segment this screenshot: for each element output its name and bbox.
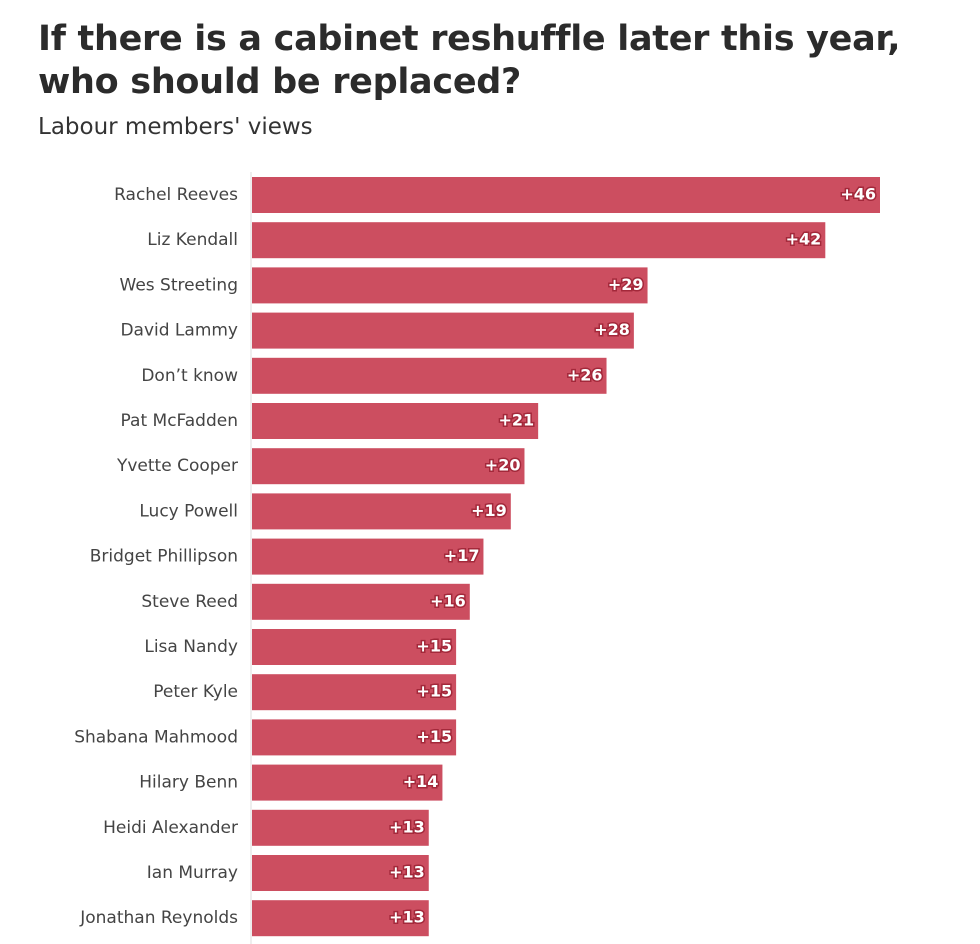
chart-subtitle: Labour members' views (38, 114, 313, 140)
value-label: +20 (485, 456, 521, 475)
bar (252, 809, 429, 846)
bar (252, 855, 429, 891)
bar (252, 493, 511, 530)
category-label: Wes Streeting (120, 275, 238, 295)
category-label: Jonathan Reynolds (79, 908, 238, 928)
bar (252, 538, 484, 575)
category-label: Yvette Cooper (116, 456, 238, 476)
value-label: +13 (389, 817, 425, 836)
bar (252, 448, 525, 485)
category-label: Lucy Powell (139, 501, 238, 521)
category-label: Lisa Nandy (144, 637, 238, 657)
category-label: David Lammy (120, 321, 238, 341)
bar (252, 222, 826, 259)
category-label: Rachel Reeves (114, 185, 238, 205)
value-label: +15 (416, 637, 452, 656)
bar (252, 764, 443, 801)
value-label: +17 (444, 546, 480, 565)
bar (252, 312, 634, 349)
value-label: +13 (389, 908, 425, 927)
category-label: Peter Kyle (153, 682, 238, 702)
category-label: Don’t know (141, 366, 238, 386)
value-label: +29 (608, 275, 644, 294)
bar (252, 629, 457, 665)
category-label: Steve Reed (141, 592, 238, 612)
bar (252, 267, 648, 304)
value-label: +15 (416, 727, 452, 746)
category-label: Ian Murray (147, 863, 238, 883)
bar (252, 583, 470, 620)
value-label: +15 (416, 682, 452, 701)
chart-title: If there is a cabinet reshuffle later th… (38, 19, 901, 102)
category-label: Hilary Benn (139, 773, 238, 793)
category-label: Shabana Mahmood (74, 727, 238, 747)
category-label: Bridget Phillipson (90, 547, 238, 567)
bar (252, 674, 457, 711)
bar (252, 719, 457, 756)
bar (252, 357, 607, 394)
value-label: +21 (498, 411, 534, 430)
category-label: Pat McFadden (121, 411, 238, 431)
value-label: +14 (403, 772, 439, 791)
category-label: Liz Kendall (147, 230, 238, 250)
bar (252, 900, 429, 937)
value-label: +16 (430, 591, 466, 610)
value-label: +19 (471, 501, 507, 520)
value-label: +26 (567, 365, 603, 384)
value-label: +28 (594, 320, 630, 339)
value-label: +42 (786, 230, 822, 249)
value-label: +13 (389, 863, 425, 882)
bar (252, 403, 539, 439)
value-label: +46 (840, 185, 876, 204)
category-label: Heidi Alexander (103, 818, 238, 838)
bar (252, 177, 880, 213)
